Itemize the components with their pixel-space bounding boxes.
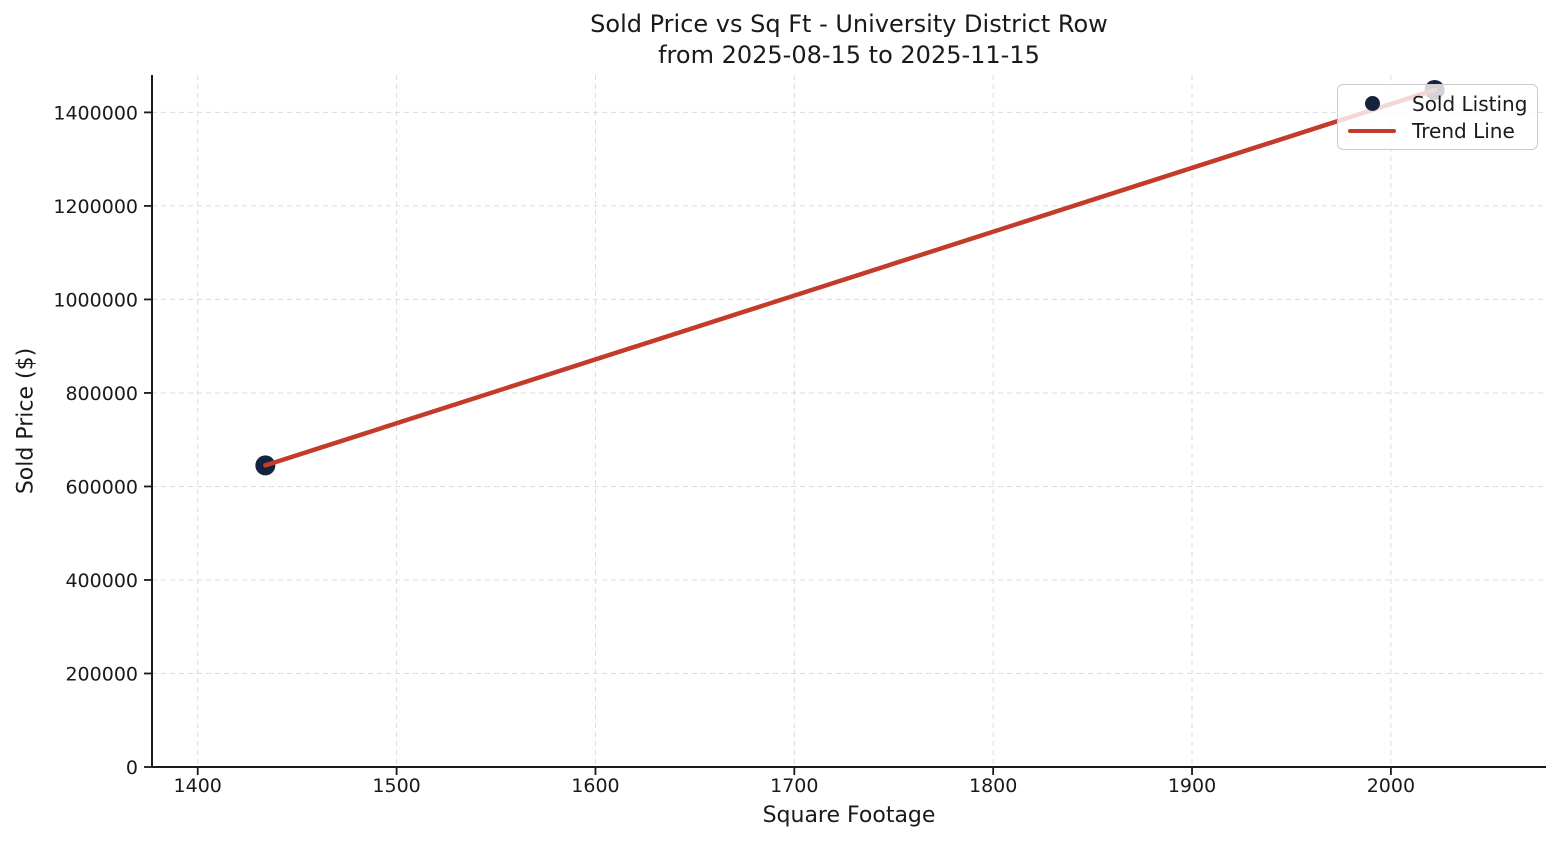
chart-title-line2: from 2025-08-15 to 2025-11-15 [658, 41, 1040, 69]
trend-line-swatch-icon [1348, 128, 1396, 133]
legend-swatch-box [1346, 128, 1398, 133]
trend-line [263, 87, 1437, 468]
x-tick-label: 1400 [174, 775, 222, 797]
y-axis-label: Sold Price ($) [13, 347, 39, 495]
x-tick-label: 2000 [1367, 775, 1415, 797]
chart-title-line1: Sold Price vs Sq Ft - University Distric… [590, 10, 1108, 38]
x-axis-label: Square Footage [762, 803, 936, 828]
sold-listing-marker-icon [1364, 96, 1380, 111]
x-tick-label: 1800 [969, 775, 1017, 797]
legend-label-trend-line: Trend Line [1412, 118, 1515, 143]
legend-label-sold-listing: Sold Listing [1412, 91, 1528, 116]
y-tick-label: 1000000 [53, 289, 138, 311]
y-tick-label: 0 [126, 757, 138, 779]
plot-area: 1400 1500 1600 1700 1800 1900 2000 0 200000 40000… [53, 75, 1546, 797]
y-tick-label: 1400000 [53, 102, 138, 124]
y-tick-label: 1200000 [53, 196, 138, 218]
legend: Sold Listing Trend Line [1337, 84, 1538, 150]
x-tick-label: 1600 [571, 775, 619, 797]
x-tick-label: 1900 [1168, 775, 1216, 797]
x-tick-label: 1500 [372, 775, 420, 797]
y-tick-label: 800000 [65, 383, 138, 405]
y-tick-label: 200000 [65, 663, 138, 685]
y-tick-label: 600000 [65, 476, 138, 498]
x-tick-label: 1700 [770, 775, 818, 797]
legend-item-sold-listing: Sold Listing [1346, 90, 1527, 117]
chart-title: Sold Price vs Sq Ft - University Distric… [152, 9, 1546, 71]
y-tick-label: 400000 [65, 570, 138, 592]
plot-canvas: 1400 1500 1600 1700 1800 1900 2000 0 200000 40000… [53, 75, 1546, 797]
legend-swatch-box [1346, 96, 1398, 111]
legend-item-trend-line: Trend Line [1346, 117, 1527, 144]
